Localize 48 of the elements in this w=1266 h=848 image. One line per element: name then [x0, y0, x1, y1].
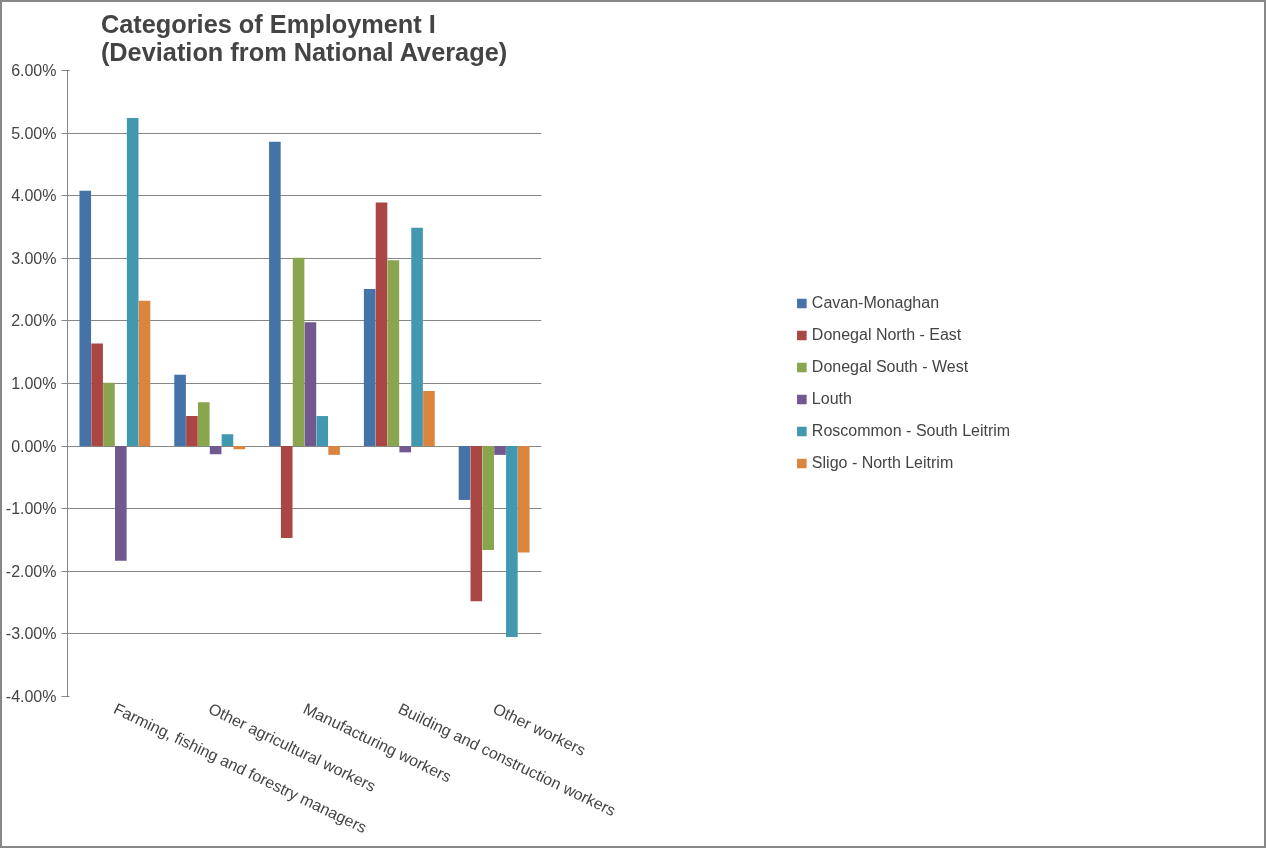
bar — [506, 446, 518, 638]
bar — [221, 434, 234, 447]
bar — [91, 343, 103, 447]
y-tick-label: 0.00% — [11, 437, 57, 455]
bar — [328, 446, 340, 455]
legend-label: Louth — [811, 390, 852, 408]
bar — [103, 382, 115, 447]
bar — [269, 141, 281, 447]
legend-label: Donegal North - East — [811, 326, 962, 344]
bar — [209, 446, 222, 455]
y-tick-label: 3.00% — [11, 249, 57, 267]
chart-title: Categories of Employment I (Deviation from National Average) — [100, 9, 508, 66]
bar — [411, 227, 423, 447]
bar — [233, 446, 246, 450]
y-tick-label: -3.00% — [5, 625, 57, 643]
bar — [304, 322, 317, 447]
bar — [292, 257, 305, 447]
bar — [186, 416, 198, 447]
y-tick-label: 6.00% — [11, 62, 57, 79]
y-tick-label: 5.00% — [11, 124, 57, 142]
bar — [458, 446, 471, 500]
y-tick-label: 2.00% — [11, 312, 57, 330]
bar — [363, 288, 376, 447]
bar — [126, 118, 139, 447]
bar — [115, 446, 127, 561]
y-tick-label: 4.00% — [11, 187, 57, 205]
y-tick-label: -2.00% — [5, 562, 57, 580]
bar — [197, 402, 210, 447]
bar — [517, 446, 530, 553]
y-tick-label: -1.00% — [5, 500, 57, 518]
y-tick-label: -4.00% — [5, 688, 57, 705]
bar — [280, 446, 293, 539]
bar — [482, 446, 494, 551]
bar — [399, 446, 412, 453]
bar — [470, 446, 483, 602]
bar — [174, 374, 186, 447]
legend-label: Donegal South - West — [811, 358, 969, 376]
bar — [79, 190, 92, 447]
bar — [316, 416, 329, 447]
bar — [138, 300, 151, 447]
legend-label: Sligo - North Leitrim — [811, 454, 954, 472]
bar — [387, 260, 400, 447]
y-tick-label: 1.00% — [11, 375, 57, 392]
bar — [375, 202, 388, 447]
bar — [423, 391, 435, 447]
legend-label: Roscommon - South Leitrim — [811, 422, 1011, 440]
bar — [494, 446, 506, 455]
legend-label: Cavan-Monaghan — [811, 294, 940, 312]
